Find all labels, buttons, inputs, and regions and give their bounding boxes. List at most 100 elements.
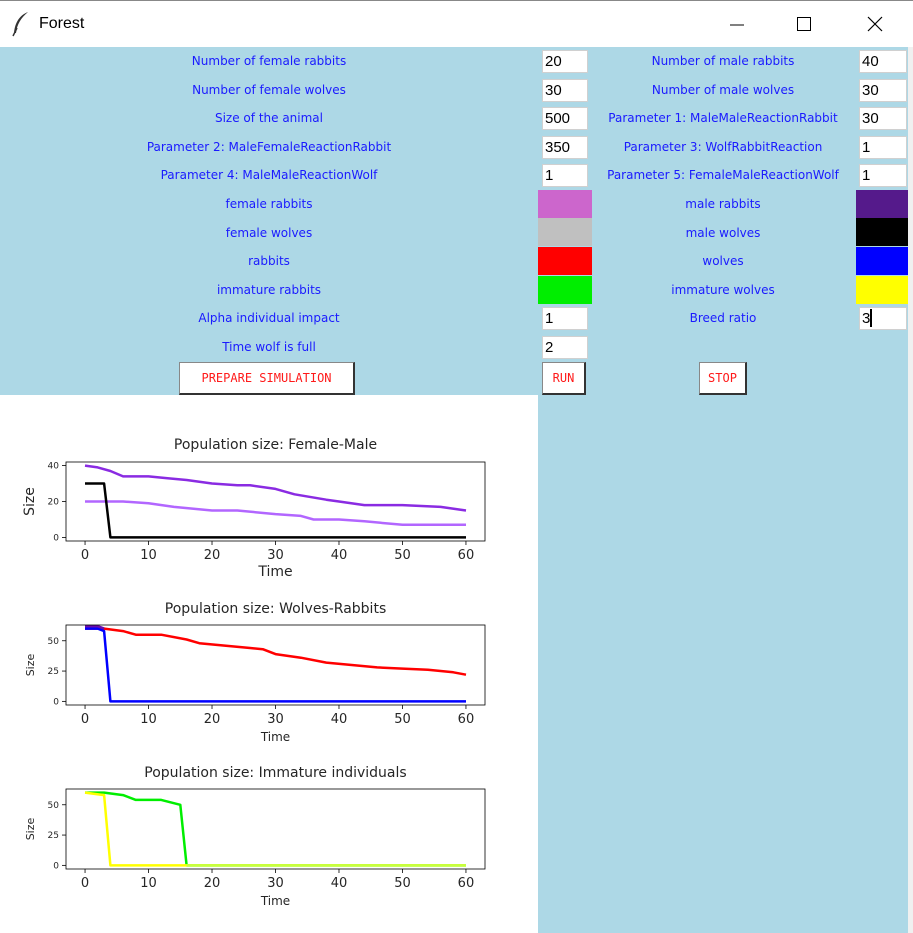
x-tick-label: 10 [140, 712, 157, 727]
y-axis-label: Size [22, 487, 38, 516]
text-cursor [870, 309, 872, 327]
male-rabbits-count-input[interactable]: 40 [859, 50, 907, 73]
label-immature-rabbits-color: immature rabbits [216, 283, 322, 297]
chart-immature-individuals: Population size: Immature individuals 0 10… [24, 765, 486, 908]
x-tick-label: 50 [394, 876, 411, 891]
x-tick-label: 40 [331, 712, 348, 727]
series-line-1 [84, 791, 466, 867]
x-tick-label: 10 [140, 548, 157, 563]
parameter-1-input[interactable]: 30 [859, 107, 907, 130]
feather-icon [12, 12, 28, 37]
x-tick-label: 60 [458, 548, 475, 563]
immature-wolves-color-swatch[interactable] [856, 276, 908, 304]
x-axis-label: Time [257, 564, 292, 580]
label-parameter-1: Parameter 1: MaleMaleReactionRabbit [608, 111, 838, 125]
label-parameter-2: Parameter 2: MaleFemaleReactionRabbit [146, 140, 392, 154]
chart-female-male: Population size: Female-Male 0 10 20 30 40 50 6… [22, 437, 486, 580]
parameter-3-input[interactable]: 1 [859, 136, 907, 159]
parameter-5-input[interactable]: 1 [859, 164, 907, 187]
male-wolves-count-input[interactable]: 30 [859, 79, 907, 102]
x-tick-label: 20 [204, 876, 221, 891]
x-tick-label: 0 [81, 712, 89, 727]
series-line-2 [85, 624, 105, 630]
series-line-1 [85, 500, 466, 527]
label-alpha-impact: Alpha individual impact [198, 311, 340, 325]
x-tick-label: 60 [458, 876, 475, 891]
label-rabbits-color: rabbits [248, 254, 290, 268]
wolves-color-swatch[interactable] [856, 247, 908, 275]
label-parameter-3: Parameter 3: WolfRabbitReaction [623, 140, 823, 154]
x-axis-label: Time [260, 730, 290, 744]
chart-title: Population size: Immature individuals [144, 765, 406, 781]
series-line-0 [85, 791, 466, 867]
female-rabbits-count-input[interactable]: 20 [542, 50, 588, 73]
label-female-wolves-count: Number of female wolves [192, 83, 346, 97]
chart-wolves-rabbits: Population size: Wolves-Rabbits 0 10 20 30 40… [24, 601, 486, 744]
stop-button[interactable]: STOP [699, 362, 747, 395]
label-male-wolves-count: Number of male wolves [651, 83, 795, 97]
prepare-simulation-button[interactable]: PREPARE SIMULATION [179, 362, 355, 395]
x-tick-label: 0 [81, 548, 89, 563]
minimize-button[interactable] [714, 7, 760, 41]
breed-ratio-input[interactable]: 3 [859, 307, 907, 330]
y-tick-label: 0 [53, 861, 59, 871]
maximize-icon [797, 17, 811, 31]
series-line-1 [85, 627, 466, 703]
y-tick-label: 50 [48, 801, 60, 811]
label-animal-size: Size of the animal [214, 111, 323, 125]
rabbits-color-swatch[interactable] [538, 247, 592, 275]
male-rabbits-color-swatch[interactable] [856, 190, 908, 218]
label-immature-wolves-color: immature wolves [671, 283, 775, 297]
female-wolves-count-input[interactable]: 30 [542, 79, 588, 102]
x-tick-label: 30 [267, 876, 284, 891]
x-tick-label: 60 [458, 712, 475, 727]
y-tick-label: 0 [53, 533, 59, 543]
alpha-impact-input[interactable]: 1 [542, 307, 588, 330]
minimize-icon [730, 24, 744, 26]
x-tick-label: 40 [331, 876, 348, 891]
time-wolf-full-input[interactable]: 2 [542, 336, 588, 359]
x-tick-label: 10 [140, 876, 157, 891]
immature-rabbits-color-swatch[interactable] [538, 276, 592, 304]
animal-size-input[interactable]: 500 [542, 107, 588, 130]
male-wolves-color-swatch[interactable] [856, 218, 908, 246]
label-parameter-4: Parameter 4: MaleMaleReactionWolf [160, 168, 378, 182]
label-male-rabbits-color: male rabbits [685, 197, 761, 211]
y-axis-label: Size [24, 817, 37, 840]
female-rabbits-color-swatch[interactable] [538, 190, 592, 218]
y-tick-label: 25 [48, 667, 59, 677]
x-tick-label: 0 [81, 876, 89, 891]
label-breed-ratio: Breed ratio [689, 311, 757, 325]
series-line-2 [85, 482, 466, 539]
x-tick-label: 30 [267, 712, 284, 727]
plot-frame [65, 788, 486, 870]
window-edge [908, 47, 913, 933]
window-title: Forest [39, 15, 85, 32]
maximize-button[interactable] [781, 7, 827, 41]
label-male-wolves-color: male wolves [685, 226, 761, 240]
y-tick-label: 40 [48, 462, 60, 472]
parameter-2-input[interactable]: 350 [542, 136, 588, 159]
close-icon [867, 16, 883, 32]
y-axis-label: Size [24, 653, 37, 676]
close-button[interactable] [852, 7, 898, 41]
label-male-rabbits-count: Number of male rabbits [651, 54, 795, 68]
plot-frame [65, 624, 486, 706]
series-line-0 [84, 464, 467, 512]
y-tick-label: 50 [48, 637, 60, 647]
title-bar: Forest [0, 0, 913, 47]
label-female-wolves-color: female wolves [225, 226, 313, 240]
x-axis-label: Time [260, 894, 290, 908]
parameter-panel [0, 47, 908, 395]
label-female-rabbits-color: female rabbits [225, 197, 313, 211]
label-female-rabbits-count: Number of female rabbits [191, 54, 347, 68]
label-parameter-5: Parameter 5: FemaleMaleReactionWolf [607, 168, 839, 182]
parameter-4-input[interactable]: 1 [542, 164, 588, 187]
y-tick-label: 20 [48, 498, 60, 508]
run-button[interactable]: RUN [542, 362, 586, 395]
female-wolves-color-swatch[interactable] [538, 218, 592, 246]
y-tick-label: 0 [53, 697, 59, 707]
x-tick-label: 20 [204, 712, 221, 727]
x-tick-label: 50 [394, 548, 411, 563]
x-tick-label: 30 [267, 548, 284, 563]
